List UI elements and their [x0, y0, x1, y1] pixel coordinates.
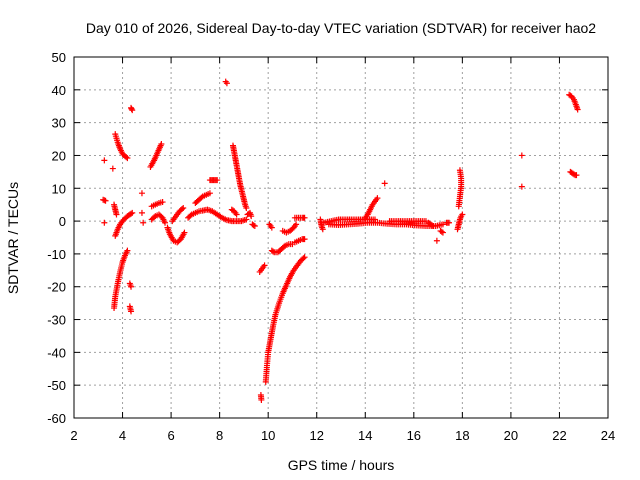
data-point [179, 206, 186, 213]
y-tick-label: 30 [52, 116, 66, 131]
y-tick-label: 50 [52, 50, 66, 65]
data-point [101, 219, 108, 226]
data-point [159, 199, 166, 206]
data-point [101, 157, 108, 164]
data-point [187, 212, 194, 219]
x-tick-label: 12 [309, 428, 323, 443]
data-point [574, 106, 581, 113]
y-tick-label: 0 [59, 214, 66, 229]
data-point [124, 247, 131, 254]
data-point [251, 223, 258, 230]
data-point [429, 222, 436, 229]
data-point [456, 167, 463, 174]
x-tick-label: 10 [261, 428, 275, 443]
data-point [113, 211, 120, 218]
data-point [128, 308, 135, 315]
x-tick-label: 4 [119, 428, 126, 443]
data-point [573, 172, 580, 179]
data-point [138, 190, 145, 197]
data-point [439, 229, 446, 236]
y-tick-label: -30 [47, 313, 66, 328]
data-point [301, 214, 308, 221]
data-point [109, 165, 116, 172]
data-point [129, 107, 136, 114]
x-tick-label: 2 [70, 428, 77, 443]
data-point [268, 224, 275, 231]
data-point [250, 222, 257, 229]
axis-ticks: 2 4 6 8 10 12 14 16 18 20 22 24-60-50-40-30-20-1001… [47, 50, 615, 443]
x-tick-label: 22 [552, 428, 566, 443]
data-point [243, 216, 250, 223]
data-point [233, 211, 240, 218]
data-point [140, 219, 147, 226]
data-point [301, 236, 308, 243]
x-tick-label: 24 [601, 428, 615, 443]
y-tick-label: 20 [52, 148, 66, 163]
data-point [258, 396, 265, 403]
data-point [214, 177, 221, 184]
data-point [124, 155, 131, 162]
data-point [280, 243, 287, 250]
data-point [300, 255, 307, 262]
data-point [128, 106, 135, 113]
y-tick-label: -10 [47, 247, 66, 262]
grid-lines [74, 57, 608, 418]
x-tick-label: 16 [407, 428, 421, 443]
data-point [128, 210, 135, 217]
data-point [518, 152, 525, 159]
data-point [270, 248, 277, 255]
y-tick-label: 40 [52, 83, 66, 98]
x-tick-label: 18 [455, 428, 469, 443]
y-axis-label: SDTVAR / TECUs [5, 182, 21, 294]
data-point [138, 209, 145, 216]
data-point [439, 221, 446, 228]
data-points [100, 78, 581, 403]
data-point [158, 140, 165, 147]
plot-frame [73, 56, 609, 419]
data-point [319, 226, 326, 233]
data-point [433, 237, 440, 244]
data-point [162, 219, 169, 226]
x-tick-label: 20 [504, 428, 518, 443]
chart-title: Day 010 of 2026, Sidereal Day-to-day VTE… [86, 20, 596, 36]
data-point [518, 183, 525, 190]
data-point [181, 229, 188, 236]
y-tick-label: -20 [47, 280, 66, 295]
y-tick-label: 10 [52, 181, 66, 196]
data-point [261, 262, 268, 269]
x-tick-label: 14 [358, 428, 372, 443]
data-point [180, 204, 187, 211]
data-point [446, 219, 453, 226]
data-point [438, 228, 445, 235]
data-point [293, 221, 300, 228]
data-point [151, 214, 158, 221]
y-tick-label: -40 [47, 345, 66, 360]
data-point [198, 194, 205, 201]
data-point [129, 209, 136, 216]
y-tick-label: -50 [47, 378, 66, 393]
x-tick-label: 8 [216, 428, 223, 443]
data-point [430, 223, 437, 230]
data-point [206, 190, 213, 197]
x-axis-label: GPS time / hours [288, 457, 395, 473]
data-point [374, 195, 381, 202]
data-point [301, 254, 308, 261]
x-tick-label: 6 [167, 428, 174, 443]
data-point [381, 180, 388, 187]
data-point [128, 283, 135, 290]
data-point [102, 197, 109, 204]
data-point [123, 154, 130, 161]
data-point [243, 204, 250, 211]
data-point [248, 213, 255, 220]
data-point [459, 211, 466, 218]
y-tick-label: -60 [47, 411, 66, 426]
data-point [223, 80, 230, 87]
